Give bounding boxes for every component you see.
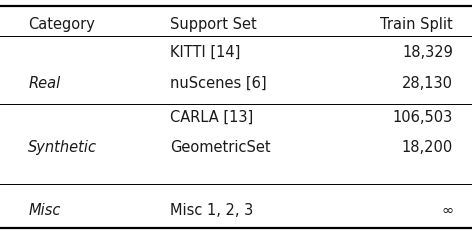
Text: 18,200: 18,200 — [402, 140, 453, 155]
Text: 106,503: 106,503 — [393, 110, 453, 124]
Text: ∞: ∞ — [441, 203, 453, 218]
Text: Misc: Misc — [28, 203, 61, 218]
Text: GeometricSet: GeometricSet — [170, 140, 270, 155]
Text: nuScenes [6]: nuScenes [6] — [170, 76, 267, 91]
Text: 28,130: 28,130 — [402, 76, 453, 91]
Text: Train Split: Train Split — [380, 17, 453, 32]
Text: Synthetic: Synthetic — [28, 140, 97, 155]
Text: Real: Real — [28, 76, 60, 91]
Text: Category: Category — [28, 17, 95, 32]
Text: KITTI [14]: KITTI [14] — [170, 45, 240, 60]
Text: 18,329: 18,329 — [402, 45, 453, 60]
Text: Misc 1, 2, 3: Misc 1, 2, 3 — [170, 203, 253, 218]
Text: Support Set: Support Set — [170, 17, 257, 32]
Text: CARLA [13]: CARLA [13] — [170, 110, 253, 124]
